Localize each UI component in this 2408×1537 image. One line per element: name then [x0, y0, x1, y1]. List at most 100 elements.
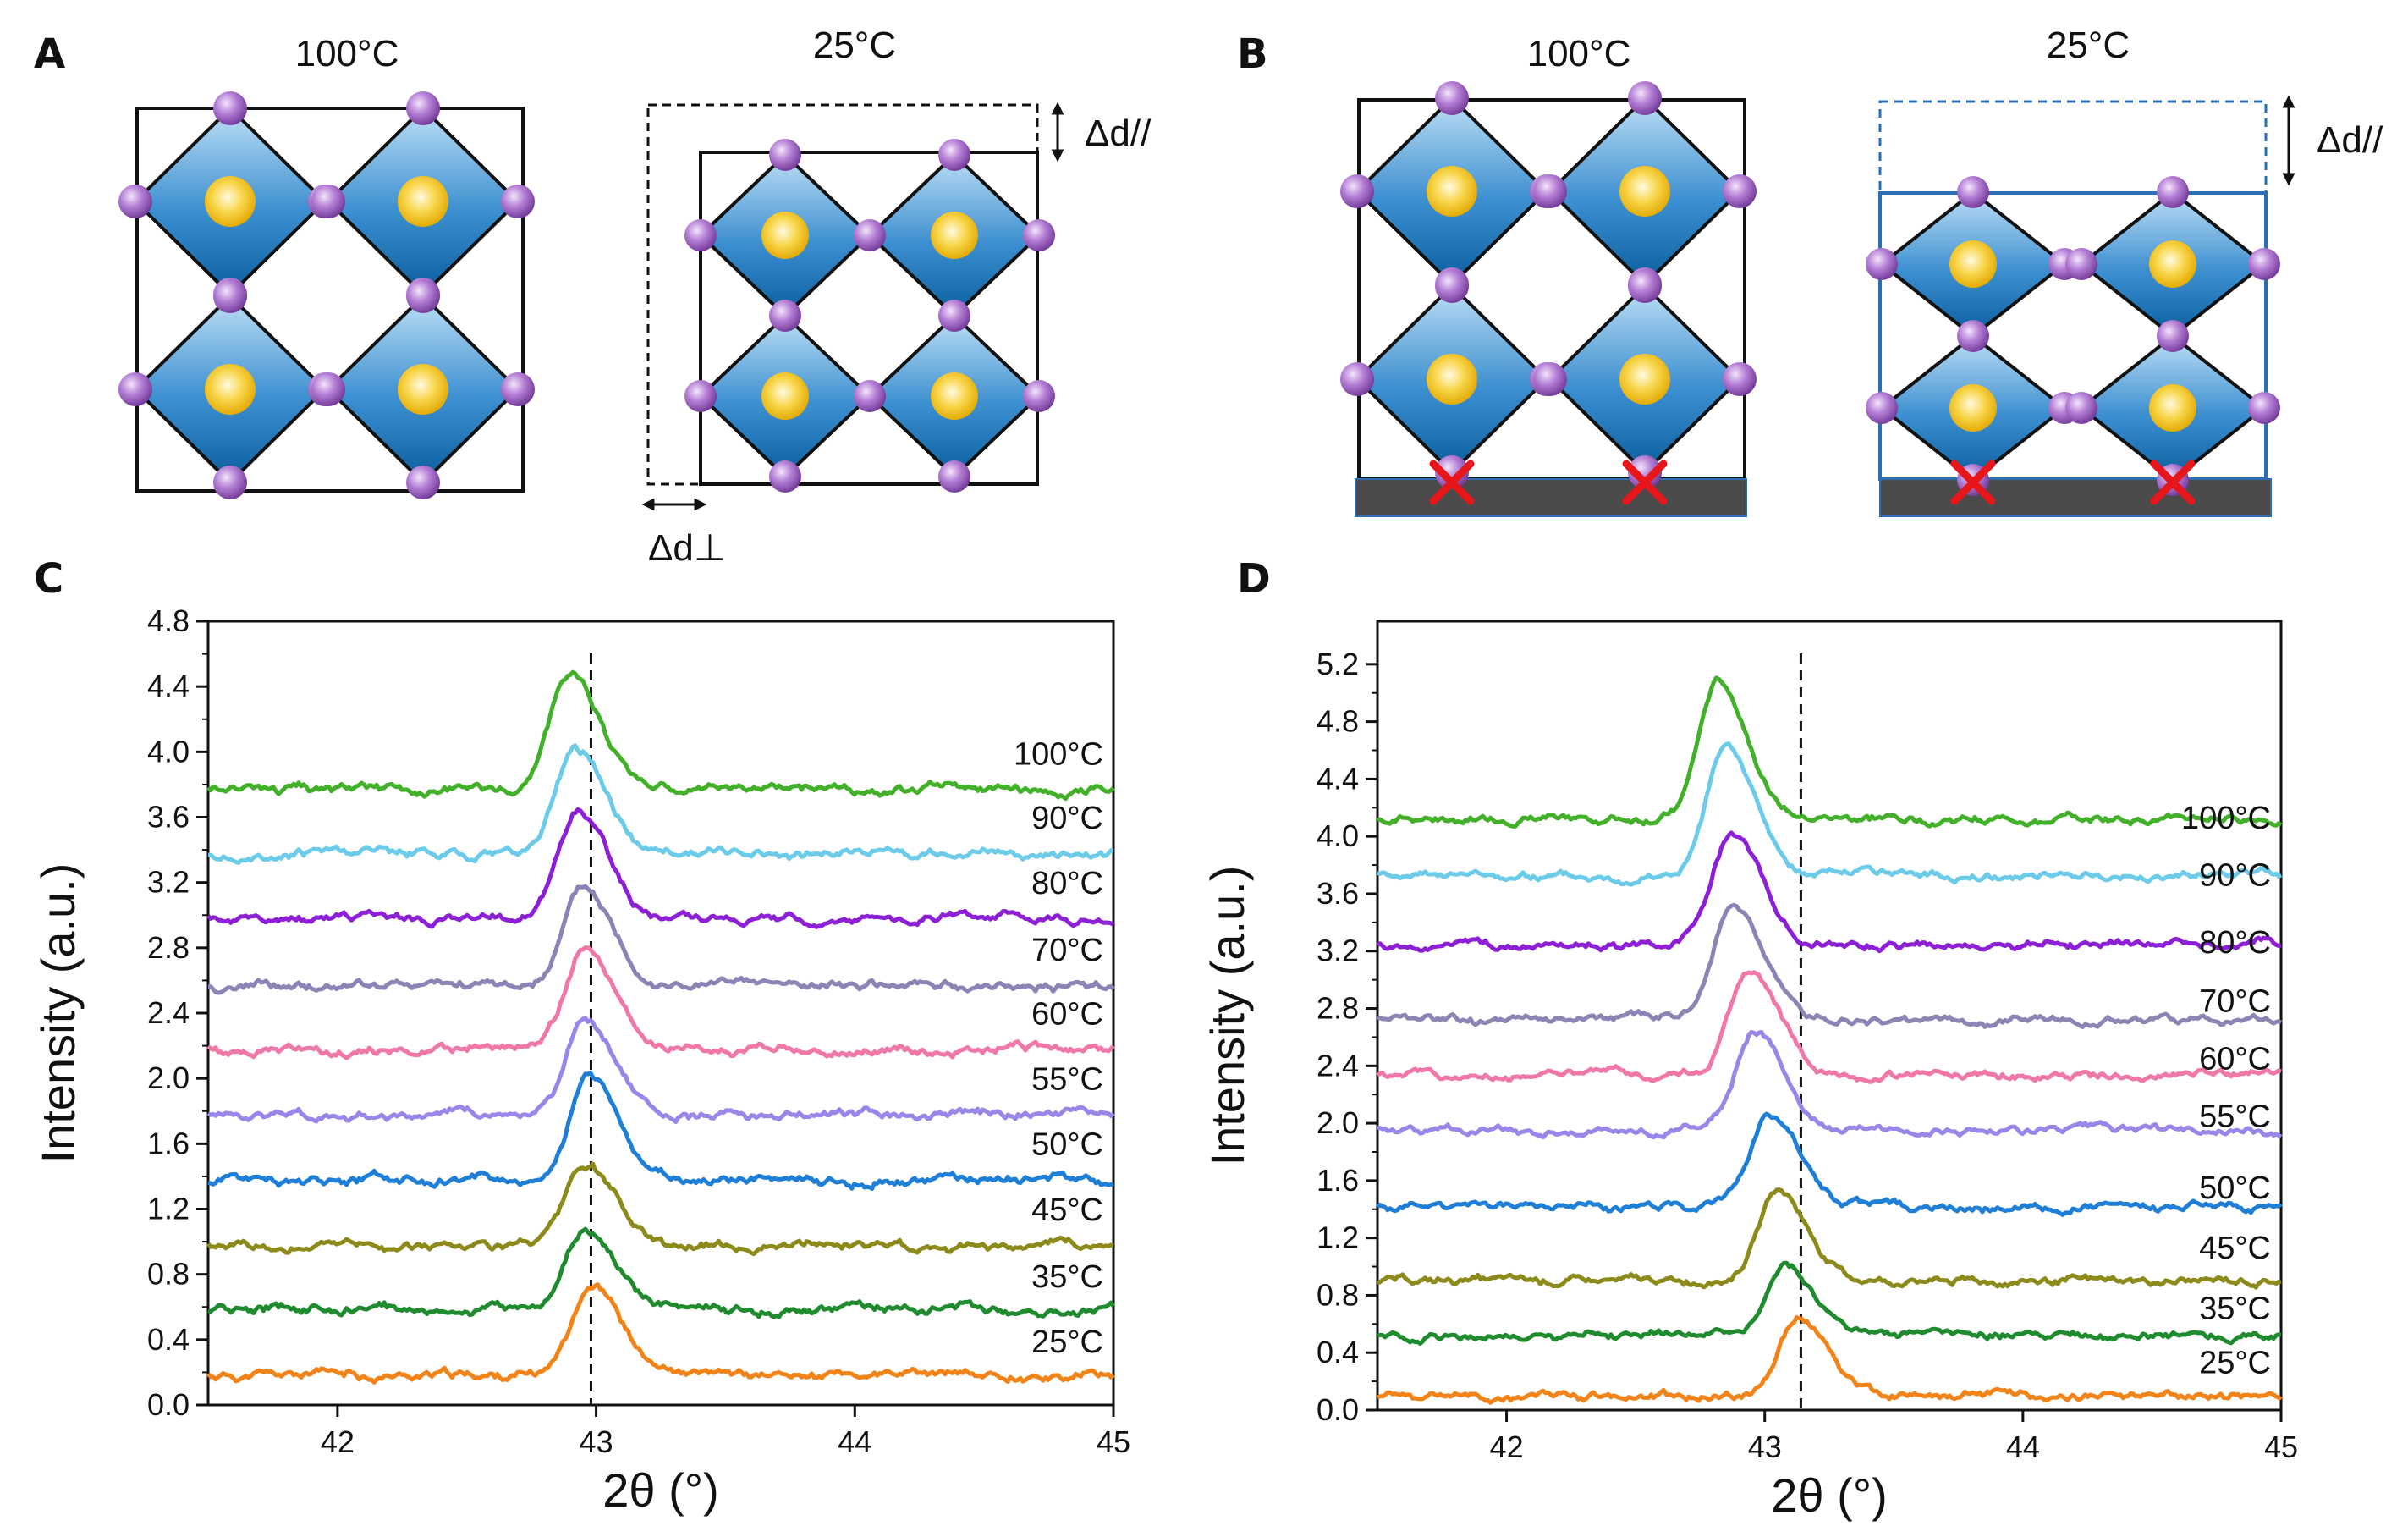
anion-atom [938, 300, 970, 332]
anion-atom [1628, 81, 1662, 115]
lattice-b-25c [1866, 100, 2280, 517]
series-label: 90°C [2199, 858, 2271, 894]
anion-atom [1023, 219, 1055, 251]
y-tick-label: 3.6 [147, 800, 190, 835]
x-tick-label: 42 [321, 1424, 355, 1459]
anion-atom [213, 279, 247, 313]
panel-b-left-title: 100°C [1527, 33, 1631, 74]
panel-c-letter: C [34, 555, 63, 603]
anion-atom [2157, 176, 2189, 208]
x-tick-label: 42 [1490, 1430, 1524, 1464]
series-label: 70°C [2199, 984, 2271, 1020]
anion-atom [938, 460, 970, 493]
clamp-cross [2150, 460, 2196, 505]
chart-c: 0.0 0.4 0.8 1.2 1.6 2.0 2.4 2.8 3.2 3.6 4.0 4.4 4.8 4… [31, 603, 1130, 1517]
cation-atom [398, 364, 448, 415]
cation-atom [761, 212, 809, 259]
anion-atom [769, 139, 801, 171]
y-tick-label: 3.2 [1317, 934, 1359, 968]
series-label: 35°C [2199, 1291, 2271, 1326]
y-tick-label: 2.4 [1317, 1048, 1359, 1083]
anion-atom [118, 372, 152, 406]
series-line [206, 1161, 1114, 1257]
y-tick-label: 4.0 [147, 734, 190, 768]
anion-atom [406, 466, 440, 499]
x-tick-label: 44 [2006, 1430, 2040, 1464]
series-line [1376, 830, 2282, 954]
anion-atom [854, 380, 886, 412]
anion-atom [2065, 392, 2097, 424]
series-line [1377, 741, 2283, 887]
delta-perp-label-a: Δd⊥ [648, 527, 726, 569]
anion-atom [854, 219, 886, 251]
clamp-cross [1622, 460, 1668, 505]
series-label: 35°C [1031, 1259, 1103, 1295]
anion-atom [1435, 455, 1469, 489]
series-line [207, 1226, 1116, 1319]
series-line [1377, 902, 2283, 1029]
series-line [206, 669, 1115, 802]
series-label: 100°C [1014, 737, 1103, 773]
cation-atom [761, 372, 809, 420]
x-tick-label: 44 [838, 1424, 871, 1459]
series-line [206, 1016, 1115, 1124]
y-tick-label: 1.2 [147, 1192, 190, 1226]
panel-a-letter: A [34, 30, 65, 78]
cation-atom [931, 212, 978, 259]
anion-atom [1957, 176, 1989, 208]
x-axis-title: 2θ (°) [602, 1463, 719, 1517]
y-tick-label: 0.4 [147, 1322, 190, 1357]
clamp-cross [1950, 460, 1996, 505]
series-line [1376, 675, 2283, 829]
anion-atom [501, 185, 535, 218]
x-tick-label: 45 [1097, 1424, 1130, 1459]
anion-atom [1340, 174, 1374, 208]
series-label: 55°C [1031, 1061, 1103, 1097]
panel-a: A 100°C 25°C Δd// Δd⊥ [34, 25, 1152, 569]
anion-atom [1628, 455, 1662, 489]
y-tick-label: 4.8 [1317, 704, 1359, 739]
y-tick-label: 0.0 [147, 1387, 190, 1422]
series-label: 55°C [2199, 1099, 2271, 1134]
series-label: 50°C [2199, 1171, 2271, 1206]
y-tick-label: 3.6 [1317, 876, 1359, 911]
cation-atom [205, 176, 256, 227]
panel-c: C 0.0 0.4 0.8 1.2 1.6 2.0 2.4 2.8 3.2 3.6 4.0 4.4 4.… [31, 555, 1130, 1517]
series-line [207, 884, 1115, 995]
y-tick-label: 0.4 [1317, 1335, 1359, 1369]
series-label: 70°C [1031, 933, 1103, 968]
y-tick-label: 4.8 [147, 603, 190, 638]
panel-b-letter: B [1237, 30, 1268, 78]
x-axis-title: 2θ (°) [1771, 1468, 1888, 1522]
series-label: 100°C [2181, 801, 2271, 836]
lattice-a-25c [646, 103, 1055, 493]
y-tick-label: 2.4 [147, 995, 190, 1030]
y-tick-label: 0.8 [147, 1257, 190, 1292]
panel-d-letter: D [1237, 555, 1271, 603]
delta-parallel-label-b: Δd// [2317, 119, 2383, 161]
y-tick-label: 4.4 [147, 669, 190, 703]
x-tick-label: 45 [2264, 1430, 2298, 1464]
series-line [1377, 1187, 2282, 1290]
y-axis-title: Intensity (a.u.) [1201, 866, 1254, 1166]
y-axis-title: Intensity (a.u.) [31, 863, 85, 1164]
series-label: 50°C [1031, 1127, 1103, 1163]
chart-d: 0.0 0.4 0.8 1.2 1.6 2.0 2.4 2.8 3.2 3.6 4.0 4.4 4.8 5… [1201, 620, 2298, 1522]
panel-a-right-title: 25°C [813, 25, 896, 66]
cation-atom [398, 176, 448, 227]
anion-atom [1023, 380, 1055, 412]
anion-atom [118, 185, 152, 218]
y-tick-label: 0.0 [1317, 1392, 1359, 1427]
anion-atom [311, 372, 345, 406]
anion-atom [1435, 81, 1469, 115]
lattice-a-100c [118, 91, 535, 499]
anion-atom [769, 300, 801, 332]
anion-atom [1723, 174, 1757, 208]
substrate [1879, 478, 2272, 517]
x-tick-label: 43 [1748, 1430, 1782, 1464]
series-label: 60°C [2199, 1041, 2271, 1077]
delta-parallel-label-a: Δd// [1085, 113, 1152, 154]
anion-atom [213, 466, 247, 499]
clamp-cross [1429, 460, 1475, 505]
